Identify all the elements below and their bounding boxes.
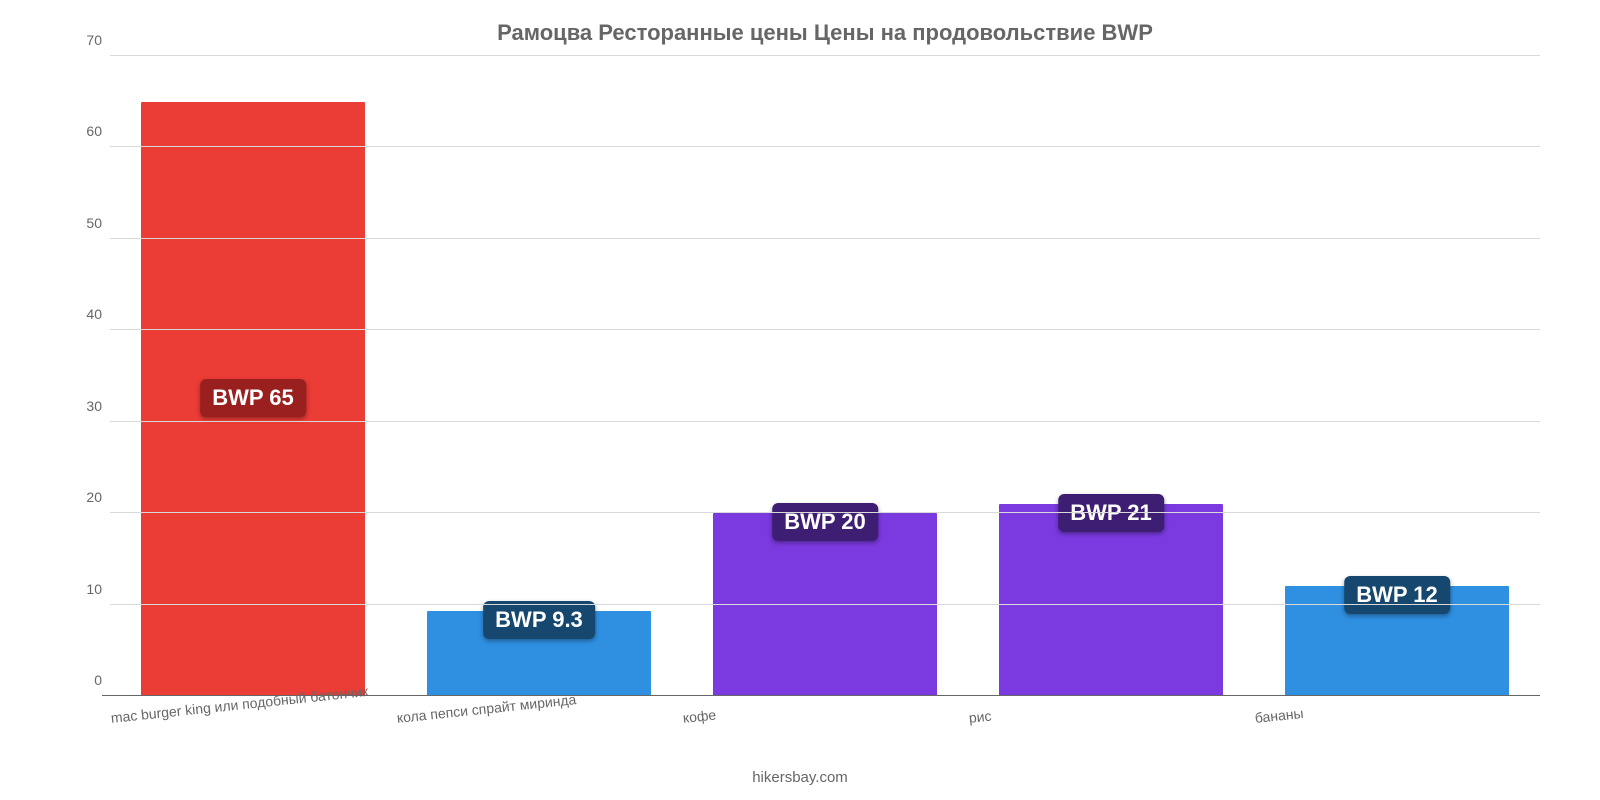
x-axis-label: бананы: [1254, 705, 1304, 726]
grid-line: [110, 146, 1540, 147]
value-badge: BWP 65: [200, 379, 306, 417]
y-tick-label: 70: [62, 32, 102, 48]
x-label-slot: бананы: [1254, 710, 1540, 752]
y-tick-label: 60: [62, 123, 102, 139]
bar-slot: BWP 12: [1254, 56, 1540, 696]
bar-slot: BWP 21: [968, 56, 1254, 696]
x-label-slot: кола пепси спрайт миринда: [396, 710, 682, 752]
bar: BWP 65: [141, 102, 364, 696]
bars-group: BWP 65 BWP 9.3 BWP 20 BWP 21 BWP 12: [110, 56, 1540, 696]
grid-line: [110, 238, 1540, 239]
bar: BWP 21: [999, 504, 1222, 696]
grid-line: [110, 421, 1540, 422]
grid-line: [110, 512, 1540, 513]
y-tick-label: 20: [62, 489, 102, 505]
bar-slot: BWP 20: [682, 56, 968, 696]
credit-text: hikersbay.com: [0, 769, 1600, 786]
y-tick-label: 40: [62, 306, 102, 322]
chart-container: Рамоцва Ресторанные цены Цены на продово…: [0, 0, 1600, 800]
bar: BWP 9.3: [427, 611, 650, 696]
x-axis-label: кола пепси спрайт миринда: [396, 691, 577, 726]
y-tick-label: 30: [62, 398, 102, 414]
x-label-slot: кофе: [682, 710, 968, 752]
x-axis-label: рис: [968, 708, 992, 726]
x-axis-label: кофе: [682, 707, 717, 726]
value-badge: BWP 20: [772, 503, 878, 541]
bar-slot: BWP 65: [110, 56, 396, 696]
bar: BWP 20: [713, 513, 936, 696]
grid-line: [110, 604, 1540, 605]
value-badge: BWP 9.3: [483, 601, 595, 639]
x-axis-labels: mac burger king или подобный батончиккол…: [110, 710, 1540, 752]
x-label-slot: mac burger king или подобный батончик: [110, 710, 396, 752]
y-tick-mark: [102, 695, 110, 696]
value-badge: BWP 12: [1344, 576, 1450, 614]
plot-area: BWP 65BWP 9.3BWP 20BWP 21BWP 12 01020304…: [110, 56, 1540, 696]
y-tick-label: 0: [62, 672, 102, 688]
y-tick-label: 50: [62, 215, 102, 231]
grid-line: [110, 55, 1540, 56]
bar-slot: BWP 9.3: [396, 56, 682, 696]
y-tick-label: 10: [62, 581, 102, 597]
x-label-slot: рис: [968, 710, 1254, 752]
grid-line: [110, 329, 1540, 330]
chart-title: Рамоцва Ресторанные цены Цены на продово…: [110, 20, 1540, 46]
